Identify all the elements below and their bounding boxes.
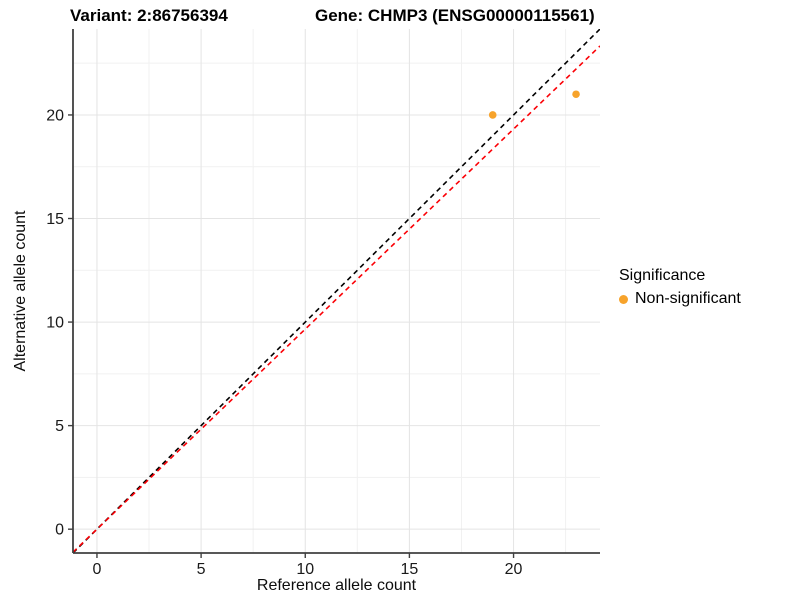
x-axis-label: Reference allele count [256,577,417,594]
gene-title: Gene: CHMP3 (ENSG00000115561) [315,6,595,25]
x-tick-label: 15 [401,561,419,578]
y-axis-label: Alternative allele count [12,210,29,372]
x-tick-label: 0 [93,561,102,578]
y-tick-label: 20 [46,107,64,124]
y-tick-label: 0 [55,522,64,539]
allelic-ratio-line [73,45,600,553]
x-tick-label: 10 [296,561,314,578]
legend-item: Non-significant [619,290,741,308]
x-tick-label: 20 [505,561,523,578]
legend-item-label: Non-significant [635,290,741,307]
data-point [572,90,580,99]
legend: Significance Non-significant [619,267,741,308]
legend-items: Non-significant [619,290,741,308]
identity-line [73,29,600,553]
data-point [488,111,497,119]
y-tick-label: 15 [46,211,64,228]
x-tick-label: 5 [197,561,206,578]
y-tick-label: 5 [55,418,64,435]
y-tick-label: 10 [46,315,64,332]
variant-title: Variant: 2:86756394 [70,6,228,25]
legend-point-icon [619,294,628,304]
legend-title: Significance [619,267,706,284]
